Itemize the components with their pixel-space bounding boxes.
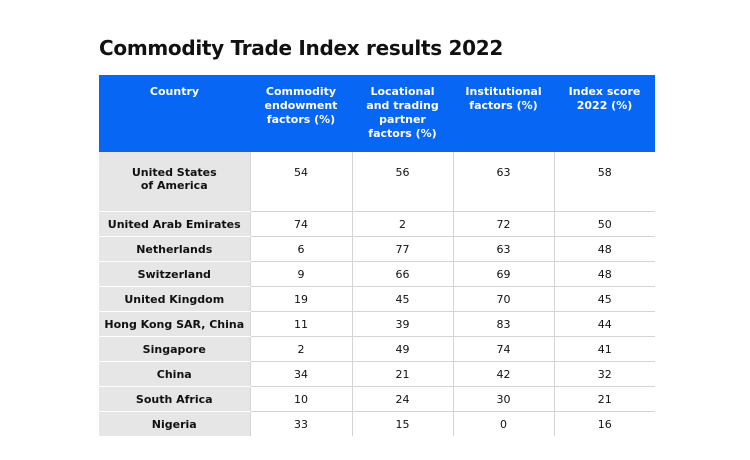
column-header-institutional: Institutional factors (%) — [453, 75, 554, 152]
cell-institutional: 63 — [452, 152, 554, 212]
cell-index-score: 41 — [553, 336, 655, 362]
cell-index-score: 44 — [553, 311, 655, 337]
column-header-country: Country — [99, 75, 250, 152]
cell-locational-trading: 21 — [351, 361, 453, 387]
cell-institutional: 72 — [452, 211, 554, 237]
cell-index-score: 58 — [553, 152, 655, 212]
cell-locational-trading: 15 — [351, 411, 453, 436]
cell-locational-trading: 39 — [351, 311, 453, 337]
cell-commodity-endowment: 6 — [249, 236, 352, 262]
cell-institutional: 42 — [452, 361, 554, 387]
cell-commodity-endowment: 9 — [249, 261, 352, 287]
country-cell: South Africa — [99, 386, 250, 412]
commodity-trade-index-table: Country Commodity endowment factors (%) Lo… — [99, 75, 655, 436]
column-header-commodity-endowment: Commodity endowment factors (%) — [250, 75, 352, 152]
cell-index-score: 32 — [553, 361, 655, 387]
cell-institutional: 74 — [452, 336, 554, 362]
column-header-index-score: Index score 2022 (%) — [554, 75, 655, 152]
cell-locational-trading: 45 — [351, 286, 453, 312]
table-row: China 34 21 42 32 — [99, 361, 655, 387]
country-cell: United Kingdom — [99, 286, 250, 312]
table-row: United States of America 54 56 63 58 — [99, 152, 655, 212]
country-cell: Netherlands — [99, 236, 250, 262]
column-header-locational-trading: Locational and trading partner factors (… — [352, 75, 453, 152]
cell-index-score: 48 — [553, 261, 655, 287]
table-row: Hong Kong SAR, China 11 39 83 44 — [99, 311, 655, 337]
table-title: Commodity Trade Index results 2022 — [99, 36, 503, 60]
cell-commodity-endowment: 34 — [249, 361, 352, 387]
country-cell: Hong Kong SAR, China — [99, 311, 250, 337]
cell-index-score: 16 — [553, 411, 655, 436]
cell-index-score: 45 — [553, 286, 655, 312]
table-row: Nigeria 33 15 0 16 — [99, 411, 655, 436]
table-row: United Kingdom 19 45 70 45 — [99, 286, 655, 312]
cell-locational-trading: 77 — [351, 236, 453, 262]
table-row: South Africa 10 24 30 21 — [99, 386, 655, 412]
country-cell: United States of America — [99, 152, 250, 212]
cell-institutional: 0 — [452, 411, 554, 436]
country-cell: Switzerland — [99, 261, 250, 287]
cell-institutional: 83 — [452, 311, 554, 337]
cell-commodity-endowment: 33 — [249, 411, 352, 436]
cell-commodity-endowment: 19 — [249, 286, 352, 312]
header-row: Country Commodity endowment factors (%) Lo… — [99, 75, 655, 152]
cell-index-score: 21 — [553, 386, 655, 412]
cell-commodity-endowment: 74 — [249, 211, 352, 237]
country-cell: Nigeria — [99, 411, 250, 436]
table-row: Netherlands 6 77 63 48 — [99, 236, 655, 262]
cell-locational-trading: 24 — [351, 386, 453, 412]
cell-locational-trading: 49 — [351, 336, 453, 362]
table-row: Singapore 2 49 74 41 — [99, 336, 655, 362]
cell-index-score: 50 — [553, 211, 655, 237]
cell-locational-trading: 2 — [351, 211, 453, 237]
cell-commodity-endowment: 2 — [249, 336, 352, 362]
cell-locational-trading: 56 — [351, 152, 453, 212]
cell-institutional: 69 — [452, 261, 554, 287]
country-cell: United Arab Emirates — [99, 211, 250, 237]
cell-locational-trading: 66 — [351, 261, 453, 287]
table-row: United Arab Emirates 74 2 72 50 — [99, 211, 655, 237]
cell-commodity-endowment: 54 — [249, 152, 352, 212]
table-row: Switzerland 9 66 69 48 — [99, 261, 655, 287]
cell-institutional: 30 — [452, 386, 554, 412]
cell-commodity-endowment: 11 — [249, 311, 352, 337]
cell-index-score: 48 — [553, 236, 655, 262]
cell-institutional: 70 — [452, 286, 554, 312]
country-cell: China — [99, 361, 250, 387]
cell-institutional: 63 — [452, 236, 554, 262]
country-cell: Singapore — [99, 336, 250, 362]
cell-commodity-endowment: 10 — [249, 386, 352, 412]
